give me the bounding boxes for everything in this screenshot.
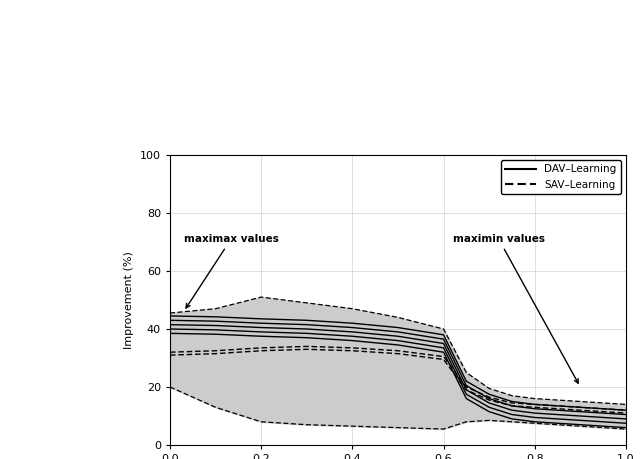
Legend: DAV–Learning, SAV–Learning: DAV–Learning, SAV–Learning [500,160,621,194]
Y-axis label: Improvement (%): Improvement (%) [124,251,134,349]
Text: maximin values: maximin values [452,234,578,383]
Text: maximax values: maximax values [184,234,278,308]
